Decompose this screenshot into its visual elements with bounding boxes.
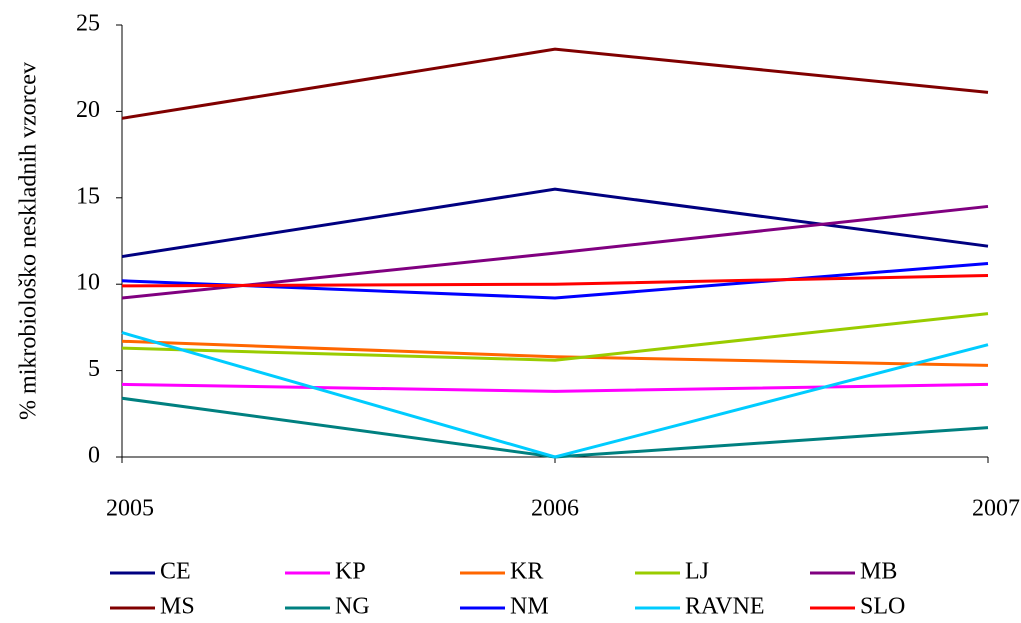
series-line bbox=[121, 204, 989, 300]
series-line bbox=[121, 312, 989, 362]
y-tick-label: 10 bbox=[76, 270, 100, 296]
y-axis-label: % mikrobiološko neskladnih vzorcev bbox=[16, 62, 42, 420]
legend-label: MB bbox=[860, 559, 897, 585]
legend-label: KR bbox=[510, 559, 543, 585]
series-line bbox=[121, 382, 989, 393]
series-line bbox=[121, 261, 989, 300]
legend-label: NG bbox=[335, 594, 370, 620]
y-tick-label: 25 bbox=[76, 11, 100, 37]
legend-label: NM bbox=[510, 594, 549, 620]
x-tick-label: 2005 bbox=[106, 496, 154, 522]
legend-label: KP bbox=[335, 559, 366, 585]
x-tick-label: 2006 bbox=[531, 496, 579, 522]
y-tick-label: 0 bbox=[88, 443, 100, 469]
x-tick-label: 2007 bbox=[972, 496, 1020, 522]
legend-label: MS bbox=[160, 594, 195, 620]
series-line bbox=[121, 331, 989, 459]
y-tick-label: 20 bbox=[76, 97, 100, 123]
series-line bbox=[121, 274, 989, 288]
legend-label: LJ bbox=[685, 559, 709, 585]
legend-label: CE bbox=[160, 559, 191, 585]
series-line bbox=[121, 339, 989, 367]
y-tick-label: 5 bbox=[88, 356, 100, 382]
series-line bbox=[121, 396, 989, 459]
series-line bbox=[121, 187, 989, 259]
y-tick-label: 15 bbox=[76, 183, 100, 209]
series-line bbox=[121, 47, 989, 120]
legend-label: RAVNE bbox=[685, 594, 765, 620]
legend-label: SLO bbox=[860, 594, 905, 620]
